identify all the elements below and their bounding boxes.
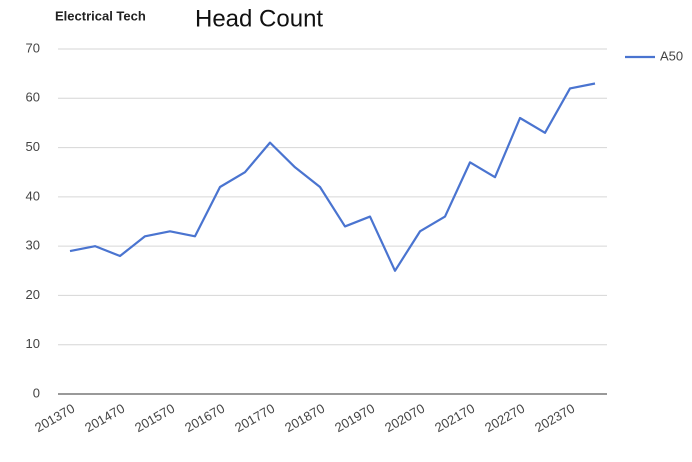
x-tick-label: 201670 [182, 401, 227, 436]
x-tick-label: 201770 [232, 401, 277, 436]
y-tick-label: 20 [26, 287, 40, 302]
x-tick-label: 202370 [532, 401, 577, 436]
x-tick-label: 202270 [482, 401, 527, 436]
legend-label: A50 [660, 48, 683, 63]
x-tick-label: 201970 [332, 401, 377, 436]
y-tick-label: 50 [26, 139, 40, 154]
data-line [69, 82, 596, 272]
chart-subtitle: Electrical Tech [55, 8, 146, 23]
x-tick-label: 201470 [82, 401, 127, 436]
x-tick-label: 201370 [32, 401, 77, 436]
y-tick-label: 30 [26, 238, 40, 253]
y-tick-label: 0 [33, 385, 40, 400]
y-tick-label: 10 [26, 336, 40, 351]
x-tick-label: 201870 [282, 401, 327, 436]
y-tick-label: 70 [26, 40, 40, 55]
x-tick-label: 202070 [382, 401, 427, 436]
y-tick-label: 60 [26, 90, 40, 105]
y-tick-label: 40 [26, 188, 40, 203]
x-tick-label: 201570 [132, 401, 177, 436]
x-tick-label: 202170 [432, 401, 477, 436]
chart-title: Head Count [195, 5, 323, 32]
